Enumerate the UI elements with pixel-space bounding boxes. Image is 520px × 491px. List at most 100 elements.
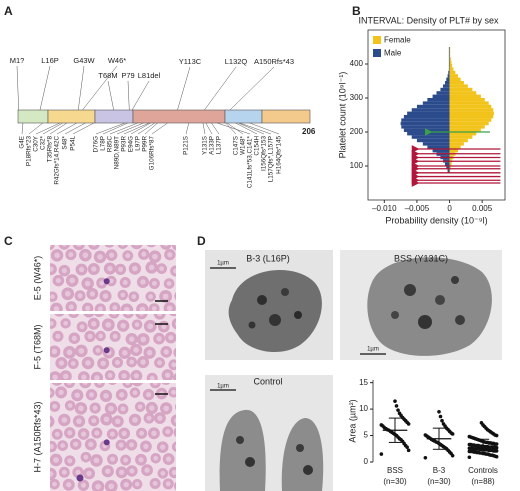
chart-title: INTERVAL: Density of PLT# by sex xyxy=(358,15,499,25)
mutation-label: G4E xyxy=(19,136,26,149)
x-tick-label: BSS xyxy=(387,466,403,475)
red-cell-center xyxy=(54,431,60,437)
red-cell xyxy=(174,291,176,301)
histogram-bar xyxy=(449,67,454,71)
mutation-label: L137P xyxy=(216,136,223,154)
red-cell-center xyxy=(50,321,54,326)
red-cell-center xyxy=(125,253,131,259)
red-cell-center xyxy=(52,481,57,487)
histogram-bar xyxy=(449,81,464,85)
x-axis-label: Probability density (10⁻⁹l) xyxy=(385,215,487,225)
red-cell-center xyxy=(97,254,103,260)
red-cell-center xyxy=(52,403,58,409)
red-cell xyxy=(54,314,65,317)
red-cell-center xyxy=(122,280,128,285)
red-cell-center xyxy=(53,457,59,463)
data-dot xyxy=(467,446,472,451)
red-cell-center xyxy=(138,457,144,463)
mutation-label: L78P xyxy=(100,136,107,151)
red-cell-center xyxy=(156,314,163,317)
histogram-bar xyxy=(449,64,453,68)
data-dot xyxy=(423,455,428,460)
red-cell-center xyxy=(105,468,111,474)
mutation-connector xyxy=(235,122,258,135)
red-cell xyxy=(63,383,76,389)
red-cell-center xyxy=(177,293,182,298)
red-cell-center xyxy=(140,359,146,365)
red-cell-center xyxy=(183,336,188,341)
mutation-connector xyxy=(131,80,150,111)
red-cell-center xyxy=(108,252,115,258)
y-axis-label: Area (µm²) xyxy=(347,399,357,442)
red-cell-center xyxy=(81,374,87,380)
red-cell-center xyxy=(100,360,106,367)
data-dot xyxy=(379,452,384,456)
red-cell-center xyxy=(163,405,169,412)
mutation-connector xyxy=(77,65,85,111)
histogram-bar xyxy=(449,118,492,122)
mutation-label: Y113C xyxy=(179,57,202,66)
mutation-label: P18Rfs*23 xyxy=(26,136,33,167)
red-cell-center xyxy=(66,482,72,488)
mutation-connector xyxy=(239,122,272,135)
mutation-label: C141Lfs*53,C141* xyxy=(247,135,254,188)
em-label: Control xyxy=(253,376,282,386)
mutation-label: T68M xyxy=(98,71,117,80)
red-cell-center xyxy=(120,406,126,412)
red-cell-center xyxy=(133,347,139,353)
mutation-connector xyxy=(39,65,51,111)
histogram-bar xyxy=(449,166,451,170)
mutation-label: Y131S xyxy=(202,136,209,155)
red-cell-center xyxy=(134,481,140,487)
red-cell-center xyxy=(123,457,129,463)
red-cell-center xyxy=(95,348,101,353)
platelet xyxy=(103,347,110,354)
red-cell xyxy=(58,245,71,250)
red-cell xyxy=(153,314,166,320)
red-cell xyxy=(174,403,176,411)
red-cell-center xyxy=(129,468,135,474)
histogram-bar xyxy=(411,108,450,112)
red-cell xyxy=(180,307,193,320)
histogram-bar xyxy=(448,53,450,58)
mutation-label: P54L xyxy=(70,136,77,151)
red-cell-center xyxy=(58,389,64,396)
red-cell-center xyxy=(145,392,152,398)
red-cell-center xyxy=(184,305,189,310)
red-cell-center xyxy=(67,458,73,464)
red-cell-center xyxy=(88,392,95,398)
mutation-label: S48* xyxy=(62,135,69,149)
red-cell xyxy=(68,314,80,319)
red-cell-center xyxy=(97,306,103,311)
histogram-bar xyxy=(400,121,450,126)
histogram-bar xyxy=(449,77,461,81)
red-cell-center xyxy=(61,469,67,475)
red-cell xyxy=(88,245,100,250)
histogram-bar xyxy=(447,74,450,78)
red-cell-center xyxy=(140,336,147,343)
red-cell xyxy=(50,245,55,251)
histogram-bar xyxy=(449,142,464,146)
red-cell-center xyxy=(86,470,92,477)
red-cell-center xyxy=(68,304,74,310)
red-cell-center xyxy=(161,324,167,330)
red-cell xyxy=(131,383,143,387)
em-image xyxy=(205,375,333,491)
mutation-connector xyxy=(204,66,237,111)
legend-swatch xyxy=(373,49,381,57)
histogram-bar xyxy=(448,70,450,75)
mutation-label: P79 xyxy=(121,71,134,80)
red-cell xyxy=(72,245,85,251)
red-cell xyxy=(160,245,172,250)
data-dot xyxy=(441,422,446,426)
red-cell xyxy=(171,318,176,330)
mutation-connector xyxy=(109,122,138,135)
x-tick-label: Controls xyxy=(468,466,498,475)
data-dot xyxy=(467,442,472,447)
red-cell-center xyxy=(181,277,187,283)
mutation-connector xyxy=(56,122,77,135)
red-cell xyxy=(50,415,55,428)
red-cell-center xyxy=(118,469,125,475)
red-cell-center xyxy=(107,265,113,272)
red-cell-center xyxy=(123,481,129,488)
